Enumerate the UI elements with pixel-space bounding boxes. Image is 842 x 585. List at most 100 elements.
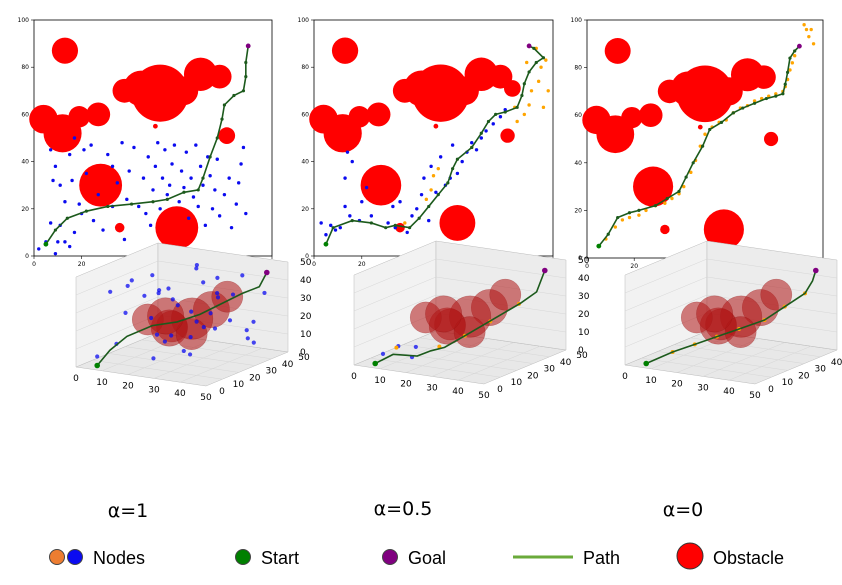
grid-line (153, 344, 237, 379)
goal-marker (245, 43, 251, 49)
path-node (436, 193, 440, 197)
alpha-label-1: α=1 (108, 500, 149, 522)
node-blue (166, 286, 171, 291)
path-node (65, 216, 69, 220)
node-blue (48, 148, 53, 152)
x-tick-label: 40 (452, 387, 464, 397)
node-blue (212, 326, 218, 331)
node-orange (644, 208, 648, 213)
node-blue (213, 188, 217, 192)
node-blue (241, 145, 246, 150)
node-blue (450, 143, 455, 147)
path-node (532, 46, 536, 50)
node-blue (208, 174, 212, 178)
x-tick-label: 30 (148, 385, 160, 395)
node-orange (802, 23, 806, 27)
grid-line (457, 345, 541, 381)
node-blue (319, 221, 323, 225)
node-orange (613, 225, 618, 229)
node-orange (620, 218, 625, 222)
node-blue (245, 336, 250, 341)
obstacle-sphere (760, 278, 793, 311)
obstacle (638, 103, 663, 127)
obstacle (68, 106, 90, 128)
node-blue (165, 192, 169, 197)
path-node (215, 136, 219, 140)
node-blue (405, 230, 409, 235)
start-marker (323, 241, 329, 247)
obstacle (218, 127, 236, 144)
panel-2d-3: 020406080100020406080100 (571, 17, 829, 270)
legend-start-marker (235, 549, 251, 565)
node-blue (167, 183, 172, 187)
obstacle (660, 224, 670, 235)
grid-line (370, 357, 501, 378)
y-tick-label: 100 (18, 17, 30, 24)
y-tick-label: 60 (574, 112, 582, 119)
node-blue (95, 354, 100, 359)
node-blue (150, 273, 155, 278)
y-tick-label: 30 (265, 367, 277, 377)
grid-line (179, 347, 263, 383)
z-tick-label: 20 (578, 310, 590, 320)
node-blue (210, 207, 215, 211)
panels-2d: 0204060801000204060801000204060801000204… (18, 17, 829, 270)
node-blue (89, 143, 93, 147)
node-orange (529, 89, 534, 93)
path-node (708, 127, 712, 132)
node-blue (125, 283, 130, 289)
x-tick-label: 10 (96, 378, 108, 388)
node-blue (194, 143, 198, 147)
node-blue (187, 216, 191, 220)
node-orange (682, 184, 686, 189)
node-blue (125, 197, 129, 202)
node-blue (151, 188, 155, 192)
node-blue (179, 169, 184, 173)
node-blue (169, 333, 174, 338)
node-blue (141, 176, 146, 180)
obstacle (207, 64, 232, 89)
path-node (741, 106, 745, 110)
obstacle-sphere (175, 318, 208, 350)
node-orange (541, 105, 546, 110)
z-tick-label: 0 (578, 346, 584, 356)
node-orange (527, 103, 531, 107)
node-blue (137, 204, 141, 209)
obstacle-sphere (425, 295, 463, 333)
y-tick-label: 10 (511, 378, 523, 388)
path-node (774, 94, 778, 98)
x-tick-label: 10 (374, 376, 386, 386)
node-blue (348, 214, 352, 218)
y-tick-label: 0 (578, 255, 582, 262)
path-node (515, 105, 519, 109)
obstacle (169, 76, 199, 106)
node-blue (415, 207, 419, 211)
goal-marker (264, 269, 270, 276)
legend-node-orange-marker (49, 549, 65, 565)
node-blue (63, 240, 67, 244)
obstacle (155, 206, 199, 250)
node-blue (410, 214, 414, 218)
node-blue (429, 164, 433, 169)
node-blue (198, 164, 203, 169)
path-node (455, 157, 459, 161)
path-node (241, 89, 246, 93)
y-tick-label: 0 (305, 253, 309, 260)
path-line (96, 272, 268, 367)
node-blue (56, 240, 60, 244)
node-blue (227, 318, 233, 323)
node-blue (115, 181, 120, 185)
grid-line (157, 260, 289, 281)
node-blue (338, 225, 342, 230)
goal-marker (526, 43, 532, 49)
node-orange (788, 68, 792, 72)
y-tick-label: 40 (21, 159, 29, 166)
x-tick-label: 50 (200, 393, 212, 403)
grid-line (75, 278, 159, 314)
grid-line (353, 276, 437, 312)
obstacle (714, 77, 743, 106)
node-blue (413, 344, 418, 350)
obstacle (439, 205, 476, 241)
x-tick-label: 0 (73, 374, 79, 384)
